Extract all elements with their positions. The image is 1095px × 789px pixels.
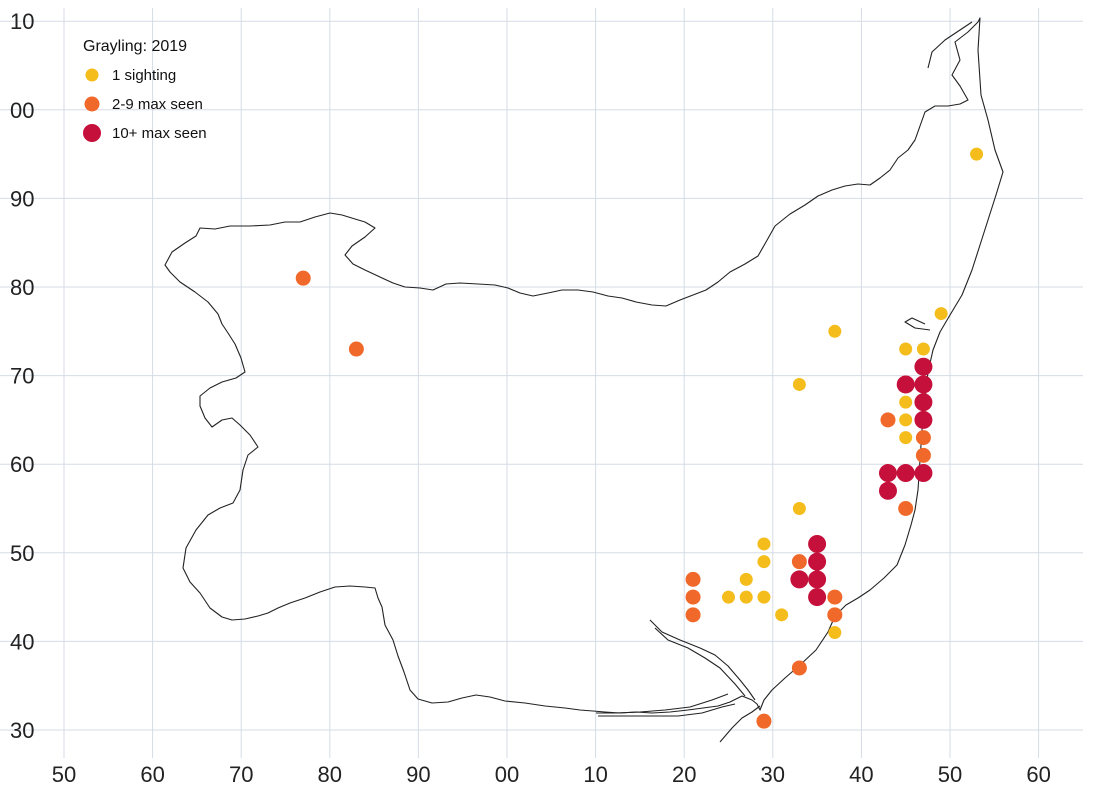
grid-lines: [0, 8, 1083, 758]
sighting-point-1: [899, 342, 913, 356]
sighting-point-2-9: [348, 341, 364, 357]
river-outline: [649, 619, 756, 701]
y-tick-label: 30: [10, 718, 34, 743]
sighting-point-2-9: [756, 713, 772, 729]
sighting-point-2-9: [685, 589, 701, 605]
y-tick-label: 80: [10, 275, 34, 300]
river-mouth-outline: [719, 705, 761, 743]
sighting-point-10-plus: [914, 357, 933, 376]
sighting-points: [295, 147, 984, 729]
x-tick-label: 20: [672, 762, 696, 787]
sighting-point-2-9: [791, 554, 807, 570]
sighting-point-2-9: [827, 607, 843, 623]
sighting-point-1: [828, 324, 842, 338]
sighting-point-1: [899, 395, 913, 409]
y-tick-label: 50: [10, 541, 34, 566]
y-tick-label: 40: [10, 629, 34, 654]
sighting-point-2-9: [295, 270, 311, 286]
legend: Grayling: 2019 1 sighting 2-9 max seen 10+…: [83, 38, 207, 142]
sighting-point-10-plus: [878, 481, 897, 500]
x-tick-label: 60: [140, 762, 164, 787]
sighting-point-1: [775, 608, 789, 622]
sighting-point-1: [934, 307, 948, 321]
x-tick-label: 50: [52, 762, 76, 787]
sighting-point-2-9: [685, 571, 701, 587]
sighting-point-1: [970, 147, 984, 161]
estuary-outline: [596, 693, 736, 717]
x-tick-label: 30: [761, 762, 785, 787]
sighting-point-10-plus: [878, 464, 897, 483]
sighting-point-1: [899, 431, 913, 445]
y-tick-label: 60: [10, 452, 34, 477]
y-tick-label: 10: [10, 9, 34, 34]
sighting-point-10-plus: [896, 464, 915, 483]
sighting-point-2-9: [685, 607, 701, 623]
sighting-point-1: [828, 626, 842, 640]
x-tick-label: 10: [583, 762, 607, 787]
x-tick-label: 00: [495, 762, 519, 787]
sighting-point-1: [757, 555, 771, 569]
x-tick-label: 60: [1026, 762, 1050, 787]
sighting-point-2-9: [827, 589, 843, 605]
y-tick-label: 90: [10, 186, 34, 211]
y-tick-label: 70: [10, 364, 34, 389]
x-tick-label: 50: [938, 762, 962, 787]
sighting-point-1: [899, 413, 913, 427]
sighting-point-1: [722, 590, 735, 604]
sighting-point-10-plus: [808, 552, 827, 571]
x-tick-label: 70: [229, 762, 253, 787]
x-tick-label: 40: [849, 762, 873, 787]
sighting-point-1: [739, 590, 753, 604]
sighting-point-10-plus: [896, 375, 915, 394]
legend-swatch-many: [83, 124, 101, 142]
sighting-point-2-9: [898, 501, 914, 516]
legend-label-one: 1 sighting: [112, 67, 176, 84]
legend-label-many: 10+ max seen: [112, 125, 207, 142]
sighting-point-1: [757, 537, 771, 551]
sighting-point-2-9: [915, 430, 931, 446]
sighting-point-10-plus: [914, 393, 933, 412]
coastal-inlet-outline: [904, 21, 973, 331]
axis-tick-labels: 50 60 70 80 90 00 10 20 30 40 50 60 30 40 50 60 70 80 90 00…: [10, 9, 1051, 787]
sighting-point-10-plus: [914, 410, 933, 429]
sighting-point-1: [916, 342, 930, 356]
sighting-point-10-plus: [914, 464, 933, 483]
legend-label-few: 2-9 max seen: [112, 96, 203, 113]
sighting-point-10-plus: [808, 534, 827, 553]
x-tick-label: 80: [318, 762, 342, 787]
sighting-point-1: [792, 502, 806, 515]
sighting-point-10-plus: [808, 588, 827, 607]
legend-swatch-one: [85, 68, 99, 82]
sighting-point-10-plus: [808, 570, 827, 589]
x-tick-label: 90: [406, 762, 430, 787]
sighting-point-1: [792, 377, 806, 391]
sighting-point-10-plus: [914, 375, 933, 394]
sighting-point-2-9: [880, 412, 896, 428]
county-outline: [164, 17, 1004, 743]
legend-title: Grayling: 2019: [83, 38, 187, 55]
sighting-point-2-9: [915, 447, 931, 463]
sighting-point-1: [739, 572, 753, 586]
y-tick-label: 00: [10, 98, 34, 123]
sighting-point-1: [757, 590, 771, 604]
county-boundary: [164, 17, 1004, 714]
legend-swatch-few: [84, 96, 100, 112]
sighting-point-10-plus: [790, 570, 809, 589]
sighting-point-2-9: [791, 660, 807, 676]
